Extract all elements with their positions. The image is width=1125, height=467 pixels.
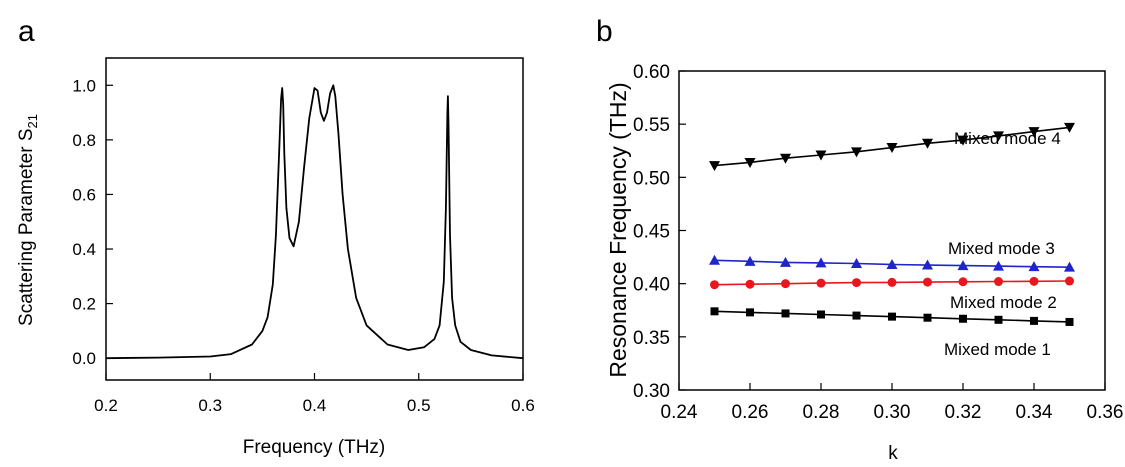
panel-a-y-tick-label: 0.8 — [72, 131, 96, 150]
data-point-mixed-mode-2 — [887, 277, 897, 287]
panel-b-label: b — [596, 15, 613, 48]
panel-b-y-tick-label: 0.45 — [633, 222, 670, 243]
panel-b-y-tick-label: 0.50 — [633, 168, 670, 189]
panel-a-chart: a 0.2 0.3 0.4 0.5 0.6 0.0 0.2 0.4 0.6 0.8 1.0 Fre… — [16, 15, 535, 458]
panel-b-y-tick-label: 0.40 — [633, 275, 670, 296]
data-point-mixed-mode-3 — [744, 255, 756, 266]
panel-b-series — [709, 122, 1075, 326]
data-point-mixed-mode-2 — [781, 279, 790, 289]
panel-a-series-line — [105, 84, 524, 360]
annotation-mixed-mode-3: Mixed mode 3 — [948, 239, 1055, 258]
data-point-mixed-mode-4 — [780, 153, 791, 164]
panel-b-y-tick-label: 0.60 — [633, 62, 670, 83]
panel-a-y-tick-label: 0.4 — [72, 240, 96, 259]
data-point-mixed-mode-1 — [852, 311, 861, 320]
data-point-mixed-mode-1 — [1030, 316, 1038, 325]
panel-a-series — [105, 84, 524, 360]
panel-b-y-axis-title: Resonance Frequency (THz) — [605, 82, 631, 377]
panel-b-y-tick-label: 0.35 — [633, 328, 670, 349]
data-point-mixed-mode-1 — [923, 313, 932, 322]
panel-b-x-tick-label: 0.24 — [661, 402, 698, 423]
panel-a-y-axis-title-main: Scattering Parameter S — [16, 128, 37, 325]
panel-a-x-tick-label: 0.3 — [198, 396, 222, 415]
data-point-mixed-mode-4 — [993, 131, 1004, 142]
data-point-mixed-mode-2 — [1029, 276, 1039, 286]
data-point-mixed-mode-3 — [922, 259, 933, 270]
panel-a-x-ticks: 0.2 0.3 0.4 0.5 0.6 — [94, 373, 535, 415]
data-point-mixed-mode-4 — [1064, 122, 1075, 133]
panel-a-y-tick-label: 0.0 — [72, 349, 96, 368]
data-point-mixed-mode-1 — [710, 307, 719, 316]
data-point-mixed-mode-4 — [815, 150, 827, 161]
series-mixed-mode-1 — [710, 307, 1074, 326]
data-point-mixed-mode-1 — [781, 309, 790, 318]
panel-b-y-tick-label: 0.30 — [633, 381, 670, 402]
data-point-mixed-mode-2 — [852, 278, 861, 288]
panel-a-x-tick-label: 0.5 — [407, 396, 431, 415]
data-point-mixed-mode-2 — [923, 277, 932, 287]
data-point-mixed-mode-4 — [1028, 127, 1040, 138]
panel-b-x-axis-title: k — [888, 443, 898, 464]
annotation-mixed-mode-1: Mixed mode 1 — [944, 340, 1051, 359]
panel-b-y-ticks: 0.30 0.35 0.40 0.45 0.50 0.55 0.60 — [633, 62, 686, 402]
annotation-mixed-mode-4: Mixed mode 4 — [954, 129, 1061, 148]
panel-b-chart: b 0.24 0.26 0.28 0.30 0.32 0.34 0.36 0.300.350… — [596, 15, 1123, 464]
panel-a-plot-frame — [105, 57, 524, 381]
data-point-mixed-mode-1 — [746, 308, 754, 317]
data-point-mixed-mode-1 — [1065, 317, 1074, 326]
data-point-mixed-mode-3 — [851, 257, 862, 268]
panel-a-label: a — [18, 15, 35, 48]
data-point-mixed-mode-1 — [959, 314, 967, 323]
data-point-mixed-mode-1 — [888, 312, 896, 321]
series-mixed-mode-4 — [709, 122, 1075, 172]
panel-a-y-axis-title-subscript: 21 — [25, 114, 40, 128]
series-mixed-mode-2 — [710, 276, 1074, 290]
data-point-mixed-mode-1 — [817, 310, 825, 319]
panel-b-x-ticks: 0.24 0.26 0.28 0.30 0.32 0.34 0.36 — [661, 383, 1124, 423]
data-point-mixed-mode-3 — [993, 260, 1004, 271]
data-point-mixed-mode-2 — [816, 278, 826, 288]
data-point-mixed-mode-4 — [957, 135, 969, 146]
panel-a-y-axis-title: Scattering Parameter S21 — [16, 114, 40, 326]
data-point-mixed-mode-2 — [958, 277, 968, 287]
annotation-mixed-mode-2: Mixed mode 2 — [950, 293, 1057, 312]
panel-b-x-tick-label: 0.32 — [945, 402, 982, 423]
data-point-mixed-mode-3 — [1028, 261, 1040, 272]
data-point-mixed-mode-3 — [815, 257, 827, 268]
data-point-mixed-mode-2 — [745, 279, 755, 289]
data-point-mixed-mode-3 — [709, 254, 720, 265]
data-point-mixed-mode-2 — [994, 277, 1003, 287]
data-point-mixed-mode-4 — [922, 138, 933, 149]
data-point-mixed-mode-3 — [780, 256, 791, 267]
data-point-mixed-mode-1 — [994, 315, 1003, 324]
panel-b-x-tick-label: 0.28 — [803, 402, 840, 423]
data-point-mixed-mode-2 — [710, 280, 719, 290]
panel-a-y-ticks: 0.0 0.2 0.4 0.6 0.8 1.0 — [72, 76, 113, 368]
panel-a-x-tick-label: 0.6 — [511, 396, 535, 415]
data-point-mixed-mode-3 — [957, 260, 969, 271]
panel-a-x-axis-title: Frequency (THz) — [243, 437, 386, 458]
panel-a-x-tick-label: 0.2 — [94, 396, 118, 415]
panel-b-x-tick-label: 0.30 — [874, 402, 911, 423]
data-point-mixed-mode-3 — [886, 259, 898, 270]
panel-a-y-tick-label: 0.6 — [72, 185, 96, 204]
panel-b-x-tick-label: 0.36 — [1087, 402, 1124, 423]
panel-a-y-tick-label: 1.0 — [72, 76, 96, 95]
data-point-mixed-mode-4 — [744, 157, 756, 168]
data-point-mixed-mode-4 — [886, 143, 898, 154]
data-point-mixed-mode-2 — [1065, 276, 1074, 286]
data-point-mixed-mode-4 — [709, 161, 720, 172]
data-point-mixed-mode-4 — [851, 147, 862, 158]
panel-a-x-tick-label: 0.4 — [303, 396, 327, 415]
data-point-mixed-mode-3 — [1064, 261, 1075, 272]
panel-b-annotations: Mixed mode 4 Mixed mode 3 Mixed mode 2 M… — [944, 129, 1061, 359]
panel-b-y-tick-label: 0.55 — [633, 115, 670, 136]
panel-a-y-tick-label: 0.2 — [72, 295, 96, 314]
panel-b-x-tick-label: 0.26 — [732, 402, 769, 423]
panel-b-x-tick-label: 0.34 — [1016, 402, 1053, 423]
series-mixed-mode-3 — [709, 254, 1075, 272]
